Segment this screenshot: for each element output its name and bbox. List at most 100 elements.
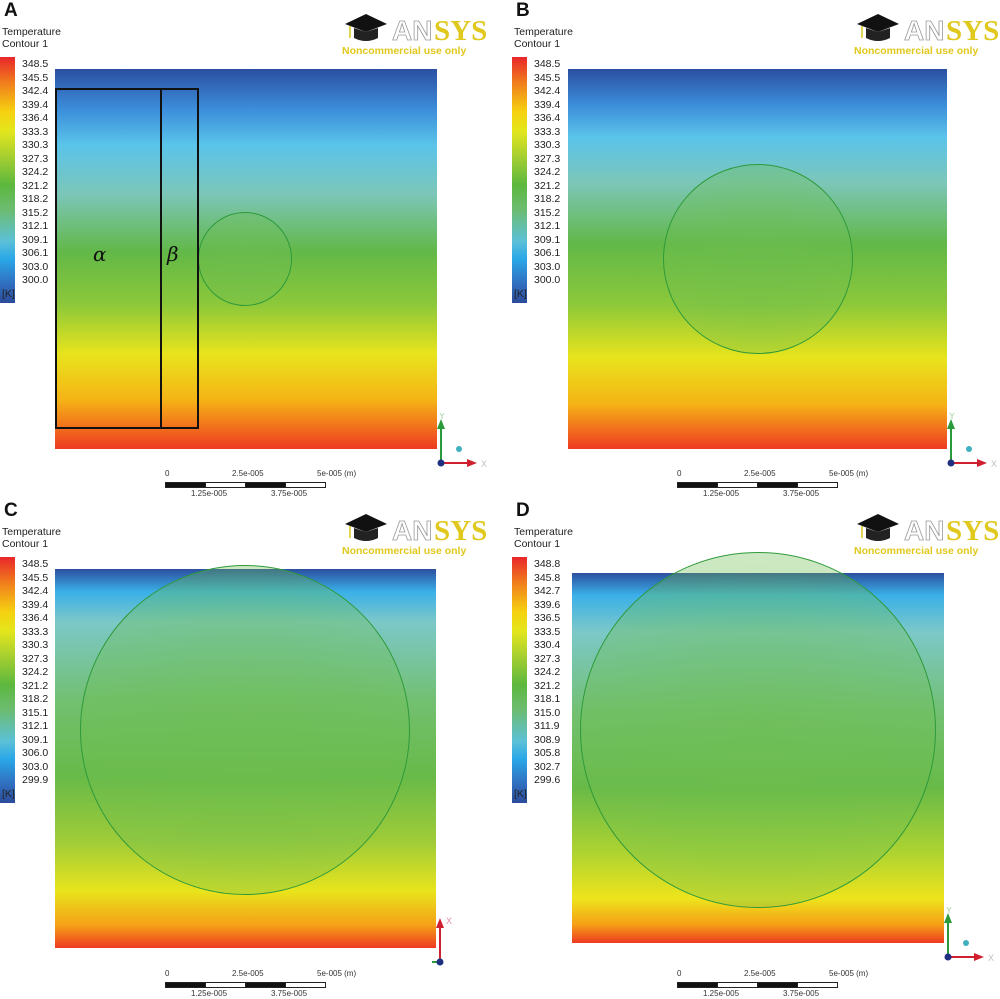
scale-bar-segment [797, 482, 838, 488]
colorbar-tick: 321.2 [22, 179, 49, 192]
colorbar-tick: 339.4 [22, 598, 49, 611]
colorbar-tick: 306.1 [22, 247, 49, 259]
colorbar-tick: 336.4 [534, 112, 561, 124]
scale-bar-segment [205, 482, 246, 488]
unit-label: [K] [2, 288, 15, 300]
colorbar-tick: 324.2 [22, 166, 49, 178]
unit-label: [K] [514, 288, 527, 300]
colorbar-tick: 312.1 [22, 720, 49, 732]
scale-bar-segment [677, 482, 718, 488]
svg-text:Noncommercial use only: Noncommercial use only [342, 545, 466, 557]
ansys-logo: AN SYS Noncommercial use only [340, 510, 490, 558]
unit-label: [K] [514, 788, 527, 800]
legend-title-line: Temperature [2, 26, 61, 38]
colorbar-tick: 345.5 [22, 571, 49, 584]
scale-label: 1.25e-005 [191, 489, 228, 498]
scale-label: 3.75e-005 [271, 989, 308, 998]
scale-label: 3.75e-005 [783, 989, 820, 998]
colorbar-tick: 309.1 [534, 233, 561, 246]
colorbar-tick: 345.5 [534, 71, 561, 84]
colorbar-tick: 305.8 [534, 747, 561, 759]
svg-text:Noncommercial use only: Noncommercial use only [342, 45, 466, 57]
colorbar-tick: 299.9 [22, 774, 49, 786]
scale-bar-segment [757, 482, 798, 488]
colorbar-tick: 336.4 [22, 112, 49, 124]
colorbar-tick: 339.4 [22, 98, 49, 111]
colorbar-tick: 312.1 [22, 220, 49, 232]
scale-label: 2.5e-005 [232, 469, 264, 478]
scale-bar-segment [285, 982, 326, 988]
legend-title-line: Contour 1 [514, 38, 561, 50]
colorbar-tick: 302.7 [534, 760, 561, 773]
svg-text:Y: Y [439, 413, 445, 421]
ansys-logo: AN SYS Noncommercial use only [852, 510, 1000, 558]
colorbar [512, 57, 527, 303]
colorbar-tick: 318.1 [534, 693, 561, 705]
svg-text:X: X [991, 459, 997, 469]
colorbar-tick: 336.5 [534, 612, 561, 624]
scale-label: 0 [677, 469, 682, 478]
colorbar-tick: 311.9 [534, 720, 560, 732]
legend-title: Temperature Contour 1 [2, 526, 61, 550]
axis-triad: X [424, 912, 492, 972]
colorbar-tick: 308.9 [534, 733, 561, 746]
colorbar-tick: 336.4 [22, 612, 49, 624]
scale-label: 5e-005 (m) [829, 469, 869, 478]
ansys-logo: AN SYS Noncommercial use only [340, 10, 490, 58]
colorbar-tick: 299.6 [534, 774, 561, 786]
scale-label: 5e-005 (m) [829, 969, 869, 978]
colorbar-tick: 348.8 [534, 558, 561, 570]
colorbar-tick: 348.5 [22, 58, 49, 70]
unit-label: [K] [2, 788, 15, 800]
particle-boundary [580, 552, 936, 908]
colorbar-tick: 333.3 [22, 125, 49, 138]
scale-label: 5e-005 (m) [317, 969, 357, 978]
legend-title: Temperature Contour 1 [2, 26, 61, 50]
scale-bar-segment [757, 982, 798, 988]
panel-a: A Temperature Contour 1 348.5 345.5 342.4 339.… [0, 0, 500, 499]
svg-text:SYS: SYS [434, 15, 487, 47]
panel-letter: D [516, 500, 530, 521]
colorbar-tick: 342.4 [534, 85, 561, 97]
svg-text:AN: AN [904, 15, 944, 46]
svg-text:AN: AN [904, 515, 944, 546]
panel-c: C Temperature Contour 1 348.5 345.5 342.4 339.… [0, 500, 500, 999]
scale-bar-segment [245, 482, 286, 488]
svg-text:AN: AN [392, 15, 432, 46]
ansys-logo: AN SYS Noncommercial use only [852, 10, 1000, 58]
scale-label: 1.25e-005 [703, 989, 740, 998]
scale-label: 2.5e-005 [232, 969, 264, 978]
panel-d: D Temperature Contour 1 348.8 345.8 342.7 339.… [512, 500, 1000, 999]
colorbar-tick: 321.2 [534, 179, 561, 192]
colorbar-tick: 345.5 [22, 71, 49, 84]
colorbar-tick: 324.2 [22, 666, 49, 678]
legend-title-line: Temperature [514, 526, 573, 538]
colorbar-tick: 303.0 [22, 760, 49, 773]
colorbar-tick: 333.5 [534, 625, 561, 638]
region-alpha-box [55, 88, 162, 429]
colorbar-tick: 303.0 [534, 260, 561, 273]
legend-title: Temperature Contour 1 [514, 26, 573, 50]
scale-bar-segment [717, 982, 758, 988]
colorbar-tick: 324.2 [534, 666, 561, 678]
panel-b: B Temperature Contour 1 348.5 345.5 342.4 339.… [512, 0, 1000, 499]
colorbar-tick: 303.0 [22, 260, 49, 273]
scale-bar-segment [285, 482, 326, 488]
colorbar-tick: 312.1 [534, 220, 561, 232]
colorbar-tick: 327.3 [22, 652, 49, 665]
scale-bar-segment [797, 982, 838, 988]
colorbar-tick: 327.3 [22, 152, 49, 165]
svg-text:X: X [446, 916, 452, 926]
colorbar-tick: 342.7 [534, 585, 561, 597]
colorbar [512, 557, 527, 803]
colorbar-tick: 300.0 [22, 274, 49, 286]
particle-boundary [80, 565, 410, 895]
colorbar [0, 557, 15, 803]
colorbar-tick: 330.3 [22, 639, 49, 651]
colorbar-tick: 321.2 [534, 679, 561, 692]
colorbar-tick: 318.2 [22, 193, 49, 205]
svg-text:Noncommercial use only: Noncommercial use only [854, 45, 978, 57]
svg-text:X: X [481, 459, 487, 469]
particle-boundary [663, 164, 853, 354]
